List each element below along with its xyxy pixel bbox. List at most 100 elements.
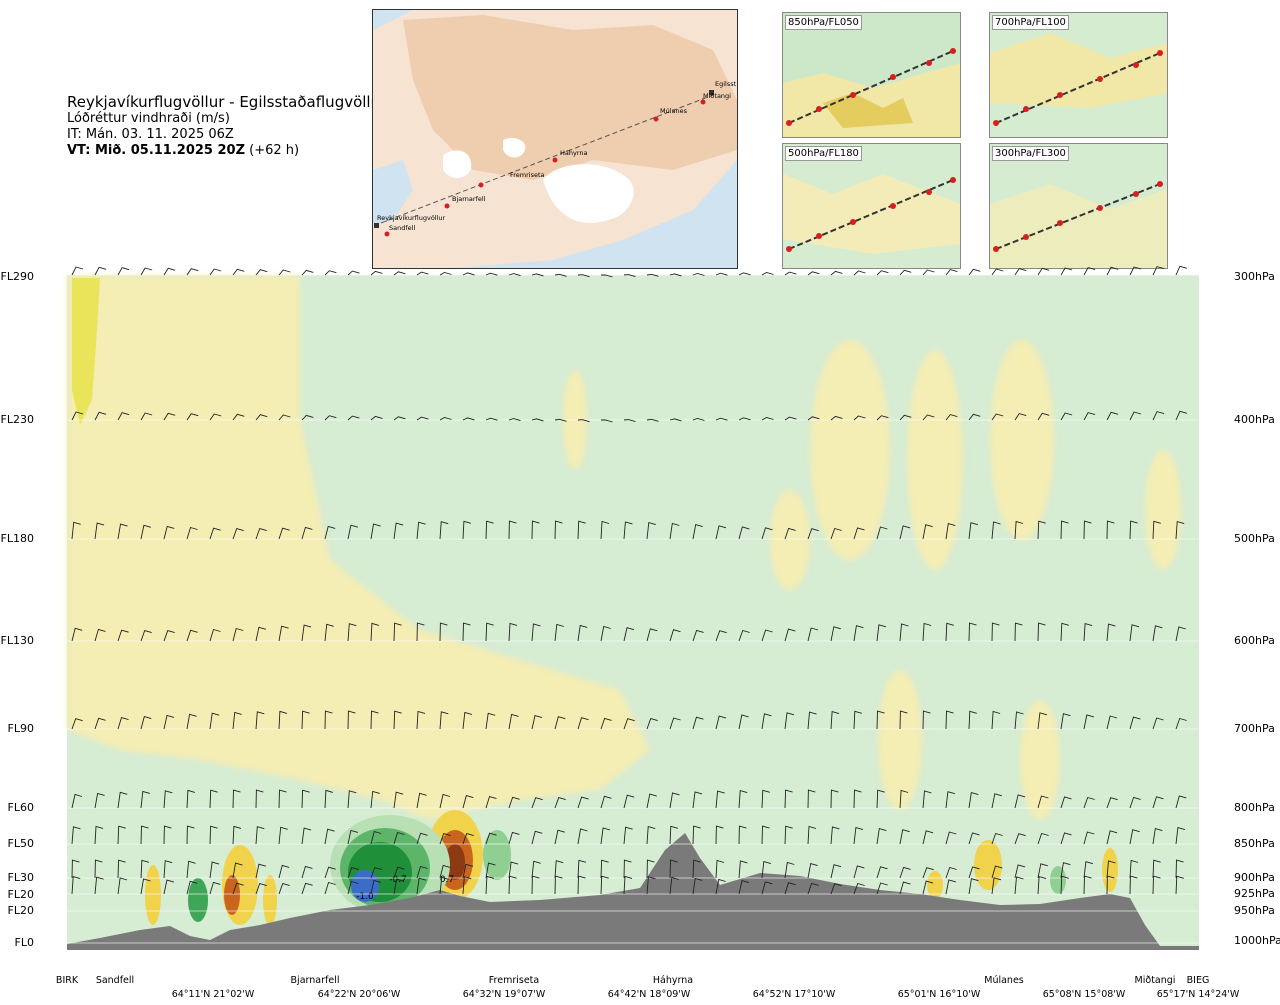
station-mulanes: Múlanes xyxy=(984,975,1024,986)
wind-barb xyxy=(577,520,586,540)
wind-barb xyxy=(761,629,773,642)
wind-barb xyxy=(807,711,817,730)
wind-barb xyxy=(554,273,567,277)
wind-barb xyxy=(531,797,543,809)
wind-barb xyxy=(163,267,176,276)
wind-barb xyxy=(416,416,429,421)
wind-barb xyxy=(761,527,773,540)
wind-barb xyxy=(485,520,494,540)
route-title: Reykjavíkurflugvöllur - Egilsstaðaflugvö… xyxy=(67,93,387,111)
wind-barb xyxy=(485,832,497,845)
wind-barb xyxy=(784,628,796,642)
wind-barb xyxy=(163,412,176,421)
wind-barb xyxy=(738,629,750,642)
panel-label-300: 300hPa/FL300 xyxy=(992,146,1069,161)
wind-barb xyxy=(163,860,173,879)
wind-barb xyxy=(462,863,474,879)
wind-barb xyxy=(117,267,130,276)
wind-barb xyxy=(462,833,474,845)
wind-barb xyxy=(1083,267,1096,276)
wind-barb xyxy=(646,273,659,277)
wind-barb xyxy=(508,622,518,642)
wind-barb xyxy=(1060,796,1072,809)
wind-barb xyxy=(140,859,150,879)
wind-barb xyxy=(623,826,633,845)
strong-updraft-regions xyxy=(72,278,100,425)
wind-barb xyxy=(1129,411,1142,421)
station-fremriseta: Fremriseta xyxy=(488,975,540,986)
station-midtangi: Miðtangi xyxy=(1134,975,1176,986)
wind-barb xyxy=(508,831,520,845)
wind-barb xyxy=(899,710,908,730)
wind-barb xyxy=(531,875,540,895)
wind-barb xyxy=(991,521,1001,540)
wind-barb xyxy=(1083,520,1092,540)
wind-barb xyxy=(715,417,728,421)
wind-barb xyxy=(1060,267,1073,276)
wind-barb xyxy=(876,710,885,730)
wind-barb xyxy=(117,412,130,421)
wind-barb xyxy=(692,418,705,421)
wind-barb xyxy=(1060,832,1072,845)
map-label-bjarnarfell: Bjarnarfell xyxy=(452,195,486,203)
wind-barb xyxy=(1083,796,1095,809)
wind-barb xyxy=(232,882,244,895)
wind-barb xyxy=(807,627,819,642)
wind-barb xyxy=(968,413,981,421)
wind-barb xyxy=(968,268,981,276)
wind-barb xyxy=(278,625,289,642)
coord-5: 64°52'N 17°10'W xyxy=(752,989,836,1000)
wind-barb xyxy=(439,864,451,879)
wind-barb xyxy=(577,717,589,730)
wind-barb xyxy=(853,865,865,879)
wind-barb xyxy=(715,525,727,540)
wind-barb xyxy=(1037,876,1047,895)
wind-barb xyxy=(324,623,334,642)
wind-barb xyxy=(71,521,81,540)
wind-barb xyxy=(1175,265,1188,276)
wind-barb xyxy=(324,415,337,421)
wind-barb xyxy=(577,828,588,845)
wind-barb xyxy=(554,716,566,730)
wind-barb xyxy=(968,710,977,730)
wind-barb xyxy=(140,630,152,642)
wind-barb xyxy=(968,866,980,879)
wind-barb xyxy=(278,527,290,540)
wind-barb xyxy=(370,523,381,540)
wind-barb xyxy=(1175,410,1188,421)
wind-barb xyxy=(278,864,290,879)
wind-barb xyxy=(1129,796,1141,809)
wind-barb xyxy=(991,413,1004,421)
wind-barb xyxy=(807,271,820,276)
panel-300hpa: 300hPa/FL300 xyxy=(989,143,1168,269)
wind-barb xyxy=(117,877,128,895)
wind-barb xyxy=(577,875,586,895)
wind-barb xyxy=(94,825,104,845)
wind-barb xyxy=(784,882,796,895)
wind-barb xyxy=(761,825,770,845)
fl-label-290: FL290 xyxy=(0,270,34,283)
wind-barb xyxy=(301,789,310,809)
wind-barb xyxy=(1037,712,1048,730)
wind-barb xyxy=(508,796,520,809)
wind-barb xyxy=(1014,520,1024,540)
map-label-egilsst: Egilsst xyxy=(715,80,737,88)
wind-barb xyxy=(554,418,567,422)
wind-barb xyxy=(347,270,360,276)
wind-barb xyxy=(163,525,175,540)
wind-barb xyxy=(1014,711,1024,730)
station-bieg: BIEG xyxy=(1186,975,1210,986)
wind-barb xyxy=(117,825,126,845)
wind-barb xyxy=(807,528,819,540)
wind-barb xyxy=(416,521,426,540)
wind-barb xyxy=(94,792,105,809)
wind-barb xyxy=(899,789,909,809)
wind-barb xyxy=(669,522,680,540)
wind-barb xyxy=(876,882,888,895)
station-birk: BIRK xyxy=(55,975,79,986)
wind-barb xyxy=(1014,876,1024,895)
wind-barb xyxy=(646,522,656,540)
wind-barb xyxy=(784,416,797,421)
wind-barb xyxy=(94,628,106,642)
wind-barb xyxy=(761,861,771,879)
